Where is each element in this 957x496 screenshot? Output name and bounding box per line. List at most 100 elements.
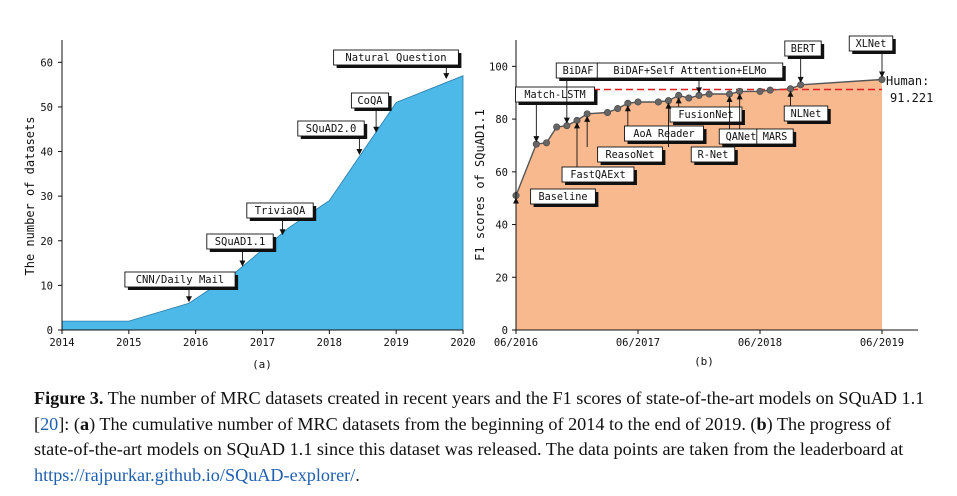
caption-label: Figure 3.	[34, 388, 104, 408]
chart-b-annotation-box	[596, 62, 784, 79]
chart-a-x-tick-label: 2019	[384, 337, 409, 349]
chart-a-x-tick-label: 2015	[116, 337, 141, 349]
chart-a-annotation-label: Natural Question	[345, 52, 446, 64]
chart-b-data-point	[553, 123, 561, 131]
chart-a-x-tick-label: 2018	[317, 337, 342, 349]
chart-a-annotation-box	[333, 49, 459, 66]
chart-b-annotation-label: XLNet	[856, 39, 887, 50]
caption-text-4: ) The progress of state-of-the-art model…	[34, 413, 904, 460]
chart-a-ylabel: The number of datasets	[23, 117, 37, 276]
chart-b-annotation-box	[690, 146, 736, 163]
chart-b-annotation-label: BERT	[791, 44, 816, 55]
chart-b-annotation-arrow	[665, 102, 672, 109]
chart-b-data-point	[603, 109, 611, 117]
chart-b-annotation-box	[561, 166, 635, 183]
chart-a-annotation-arrow	[185, 296, 192, 303]
chart-b-annotation-box	[597, 146, 663, 163]
chart-b-axes: 06/2016 06/2017 06/2018 06/2019 0 20 40 60 80 100	[489, 40, 918, 349]
chart-b-data-point	[756, 87, 764, 95]
chart-b-annotation-label: MARS	[763, 132, 788, 143]
chart-b-annotation-box	[756, 128, 794, 145]
chart-b-annotation-label: QANet	[726, 132, 757, 143]
chart-b-annotation-box	[783, 105, 829, 122]
caption-text-2: ]: (	[58, 413, 80, 434]
chart-b-annotation-arrow	[787, 90, 794, 97]
chart-b-annotation-arrow	[563, 117, 570, 124]
chart-a-annotation-box	[350, 92, 390, 109]
figure-caption: Figure 3. The number of MRC datasets cre…	[34, 386, 934, 488]
human-value: 91.221	[890, 91, 933, 105]
chart-b-annotations: Baseline Match-LSTM BiDAF FastQAExt BiDAF+Se…	[513, 35, 896, 207]
chart-b-annotation-arrow	[879, 71, 885, 78]
chart-b-annotation-arrow	[574, 122, 580, 129]
chart-b-y-tick-label: 0	[502, 325, 508, 337]
caption-b: b	[756, 413, 767, 434]
chart-b-x-tick-label: 06/2019	[860, 337, 904, 349]
chart-a-x-tick-label: 2014	[49, 337, 74, 349]
chart-b-annotation-label: FastQAExt	[570, 170, 625, 181]
chart-b-panel-label: (b)	[694, 355, 714, 368]
chart-a-annotation-box	[246, 202, 314, 219]
chart-a-annotation-box	[297, 120, 365, 137]
chart-b-y-tick-label: 60	[495, 167, 508, 179]
chart-b-x-tick-label: 06/2018	[738, 337, 782, 349]
chart-a-annotation-arrow	[373, 126, 380, 133]
chart-b-annotation-arrow	[736, 93, 743, 100]
chart-a-x-tick-label: 2017	[250, 337, 275, 349]
caption-text-1: The number of MRC datasets created in re…	[34, 388, 925, 434]
chart-b-annotation-label: R-Net	[698, 150, 729, 161]
chart-b-data-point	[614, 105, 622, 113]
caption-text-5: .	[355, 464, 360, 485]
chart-a-y-tick-label: 20	[40, 236, 53, 248]
chart-b-data-point	[634, 98, 642, 106]
chart-b-data-point	[542, 139, 550, 147]
chart-a-x-tick-label: 2020	[450, 337, 475, 349]
chart-b-annotation-label: Baseline	[538, 192, 587, 203]
chart-b-data-point	[705, 90, 713, 98]
chart-b-annotation-arrow	[696, 87, 702, 94]
chart-b-annotation-label: ReasoNet	[605, 150, 654, 161]
chart-b-annotation-arrow	[624, 105, 631, 112]
chart-b-annotation-arrow	[584, 115, 591, 122]
chart-a-annotation-arrow	[279, 229, 286, 236]
chart-a-annotation-arrow	[443, 73, 450, 80]
chart-b-y-tick-label: 40	[495, 220, 508, 232]
chart-a-axes: 2014 2015 2016 2017 2018 2019 2020 0 10 20 30 40 50 6…	[40, 40, 476, 349]
caption-ref-link[interactable]: 20	[40, 413, 59, 434]
chart-b-data-point	[685, 94, 693, 102]
chart-a-annotation-arrow	[356, 149, 363, 155]
chart-b-annotation-label: BiDAF+Self Attention+ELMo	[613, 66, 766, 77]
caption-url-link[interactable]: https://rajpurkar.github.io/SQuAD-explor…	[34, 464, 356, 485]
chart-b-squad-f1: 06/2016 06/2017 06/2018 06/2019 0 20 40 60 80 100…	[473, 35, 933, 368]
chart-b-points	[512, 76, 886, 200]
chart-b-annotation-arrow	[513, 197, 519, 204]
caption-a: a	[79, 413, 90, 434]
chart-b-annotation-label: AoA Reader	[633, 129, 694, 140]
caption-text-3: ) The cumulative number of MRC datasets …	[89, 413, 757, 434]
chart-a-annotation-label: SQuAD1.1	[215, 236, 266, 248]
chart-b-annotation-arrow	[797, 76, 804, 83]
chart-a-y-tick-label: 50	[40, 102, 53, 114]
human-label: Human:	[886, 74, 929, 88]
chart-a-annotation-label: SQuAD2.0	[306, 123, 357, 135]
chart-b-x-tick-label: 06/2017	[616, 337, 660, 349]
chart-a-annotation-label: CNN/Daily Mail	[136, 274, 225, 286]
chart-b-annotation-box	[515, 86, 595, 103]
chart-a-y-tick-label: 40	[40, 147, 53, 159]
chart-b-annotation-label: NLNet	[791, 109, 822, 120]
chart-b-annotation-box	[530, 188, 596, 205]
chart-b-annotation-box	[669, 106, 743, 123]
chart-a-y-tick-label: 30	[40, 191, 53, 203]
chart-b-y-tick-label: 100	[489, 61, 508, 73]
chart-a-annotation-label: TriviaQA	[255, 205, 306, 217]
chart-a-cumulative-datasets: 2014 2015 2016 2017 2018 2019 2020 0 10 20 30 40 50 6…	[23, 40, 476, 371]
chart-b-y-tick-label: 20	[495, 272, 508, 284]
chart-b-annotation-label: BiDAF	[563, 66, 594, 77]
chart-b-annotation-arrow	[533, 136, 540, 143]
chart-a-y-tick-label: 0	[47, 325, 53, 337]
chart-a-annotation-box	[124, 271, 236, 288]
chart-b-annotation-arrow	[675, 97, 682, 104]
chart-b-annotation-arrow	[726, 96, 733, 103]
chart-a-panel-label: (a)	[252, 358, 272, 371]
chart-a-annotation-box	[206, 233, 274, 250]
